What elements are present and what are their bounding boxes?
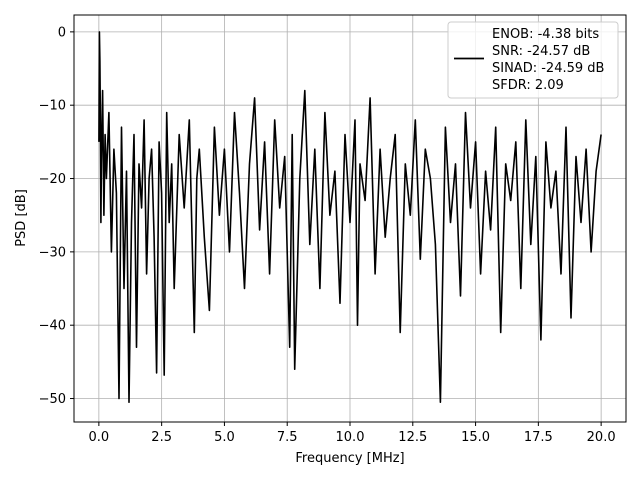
x-tick-label: 15.0 [461, 430, 490, 445]
y-tick-label: −20 [39, 172, 66, 187]
y-tick-label: −40 [39, 319, 66, 334]
legend-entry: SNR: -24.57 dB [492, 44, 590, 59]
x-tick-label: 5.0 [214, 430, 235, 445]
x-tick-label: 10.0 [336, 430, 365, 445]
x-axis-ticks: 0.0 2.5 5.0 7.5 10.0 12.5 15.0 17.5 20.0 [89, 422, 616, 445]
x-tick-label: 17.5 [524, 430, 553, 445]
x-tick-label: 12.5 [398, 430, 427, 445]
legend-box [447, 21, 619, 99]
legend: ENOB: -4.38 bits SNR: -24.57 dB SINAD: -… [447, 21, 619, 99]
x-axis-label: Frequency [MHz] [295, 451, 404, 466]
x-tick-label: 7.5 [277, 430, 298, 445]
y-axis-ticks: 0 −10 −20 −30 −40 −50 [39, 25, 74, 407]
legend-entry: SINAD: -24.59 dB [492, 61, 604, 76]
legend-entry: ENOB: -4.38 bits [492, 27, 599, 42]
x-tick-label: 2.5 [151, 430, 172, 445]
x-tick-label: 20.0 [587, 430, 616, 445]
y-tick-label: 0 [58, 25, 66, 40]
x-tick-label: 0.0 [89, 430, 110, 445]
legend-entry: SFDR: 2.09 [492, 78, 564, 93]
y-tick-label: −30 [39, 245, 66, 260]
psd-series-line [98, 31, 602, 404]
y-axis-label: PSD [dB] [14, 189, 29, 247]
y-tick-label: −10 [39, 99, 66, 114]
y-tick-label: −50 [39, 392, 66, 407]
series-layer [98, 31, 602, 404]
